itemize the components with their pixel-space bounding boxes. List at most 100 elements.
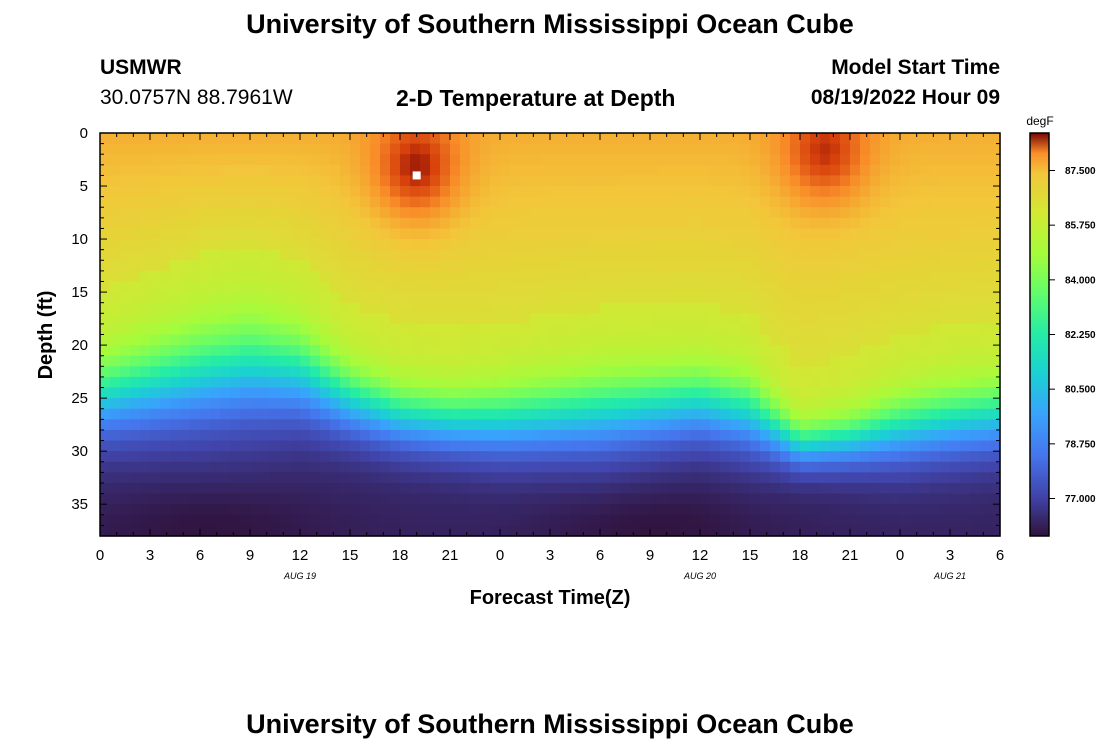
heatmap-cell [280,440,291,452]
heatmap-cell [310,164,321,177]
heatmap-cell [690,345,701,357]
heatmap-cell [630,313,641,325]
heatmap-cell [810,164,821,177]
heatmap-cell [700,419,711,431]
heatmap-cell [170,419,181,431]
heatmap-cell [420,482,431,495]
heatmap-cell [870,376,881,389]
heatmap-cell [390,408,401,420]
heatmap-cell [570,186,581,198]
heatmap-cell [280,281,291,293]
heatmap-cell [730,334,741,346]
x-tick-label: 12 [292,547,309,564]
heatmap-cell [540,504,551,516]
heatmap-cell [570,249,581,261]
heatmap-cell [700,366,711,378]
heatmap-cell [350,228,361,240]
heatmap-cell [300,133,311,145]
heatmap-cell [550,249,561,261]
heatmap-cell [310,419,321,431]
heatmap-cell [290,493,301,505]
heatmap-cell [340,440,351,452]
heatmap-cell [970,302,981,314]
heatmap-cell [250,302,261,314]
heatmap-cell [450,292,461,304]
x-tick-label: 9 [646,547,654,564]
heatmap-cell [260,398,271,410]
heatmap-cell [800,133,811,145]
heatmap-cell [130,260,141,272]
heatmap-cell [620,461,631,473]
heatmap-cell [710,175,721,187]
heatmap-cell [780,461,791,473]
heatmap-cell [810,239,821,251]
heatmap-cell [640,164,651,177]
heatmap-cell [920,482,931,495]
heatmap-cell [220,440,231,452]
heatmap-cell [510,196,521,208]
heatmap-cell [890,451,901,463]
heatmap-cell [540,366,551,378]
heatmap-cell [160,281,171,293]
heatmap-cell [820,164,831,177]
heatmap-cell [690,154,701,166]
heatmap-cell [600,292,611,304]
heatmap-cell [800,239,811,251]
heatmap-cell [300,313,311,325]
heatmap-cell [910,164,921,177]
heatmap-cell [520,345,531,357]
heatmap-cell [120,525,131,537]
heatmap-cell [680,334,691,346]
heatmap-cell [110,504,121,516]
heatmap-cell [940,355,951,367]
x-axis: 0 3 6 9 12 15 18 21 0 3 6 9 12 15 18 21 0 3 6 [96,133,1004,564]
heatmap-cell [230,292,241,304]
heatmap-cell [250,419,261,431]
heatmap-cell [340,249,351,261]
heatmap-cell [850,239,861,251]
heatmap-cell [890,440,901,452]
heatmap-cell [640,313,651,325]
heatmap-cell [220,493,231,505]
heatmap-cell [750,514,761,526]
heatmap-cell [590,196,601,208]
heatmap-cell [340,334,351,346]
heatmap-cell [410,398,421,410]
heatmap-cell [320,228,331,240]
heatmap-cell [230,398,241,410]
heatmap-cell [230,270,241,283]
heatmap-cell [240,175,251,187]
heatmap-cell [770,217,781,230]
heatmap-cell [680,461,691,473]
heatmap-cell [970,207,981,219]
heatmap-cell [820,525,831,537]
heatmap-cell [460,482,471,495]
heatmap-cell [590,398,601,410]
heatmap-cell [470,313,481,325]
heatmap-cell [170,313,181,325]
heatmap-cell [110,175,121,187]
heatmap-cell [650,260,661,272]
heatmap-cell [250,451,261,463]
heatmap-cell [440,482,451,495]
heatmap-cell [260,217,271,230]
heatmap-cell [820,387,831,399]
heatmap-cell [950,525,961,537]
y-axis-label: Depth (ft) [35,291,57,380]
heatmap-cell [120,387,131,399]
heatmap-cell [220,461,231,473]
heatmap-cell [870,429,881,442]
heatmap-cell [700,387,711,399]
heatmap-cell [140,345,151,357]
heatmap-cell [890,154,901,166]
heatmap-cell [170,323,181,336]
heatmap-cell [460,366,471,378]
heatmap-cell [690,249,701,261]
heatmap-cell [170,154,181,166]
heatmap-cell [570,228,581,240]
heatmap-cell [560,514,571,526]
heatmap-cell [590,281,601,293]
heatmap-cell [650,408,661,420]
heatmap-cell [550,207,561,219]
heatmap-cell [420,408,431,420]
